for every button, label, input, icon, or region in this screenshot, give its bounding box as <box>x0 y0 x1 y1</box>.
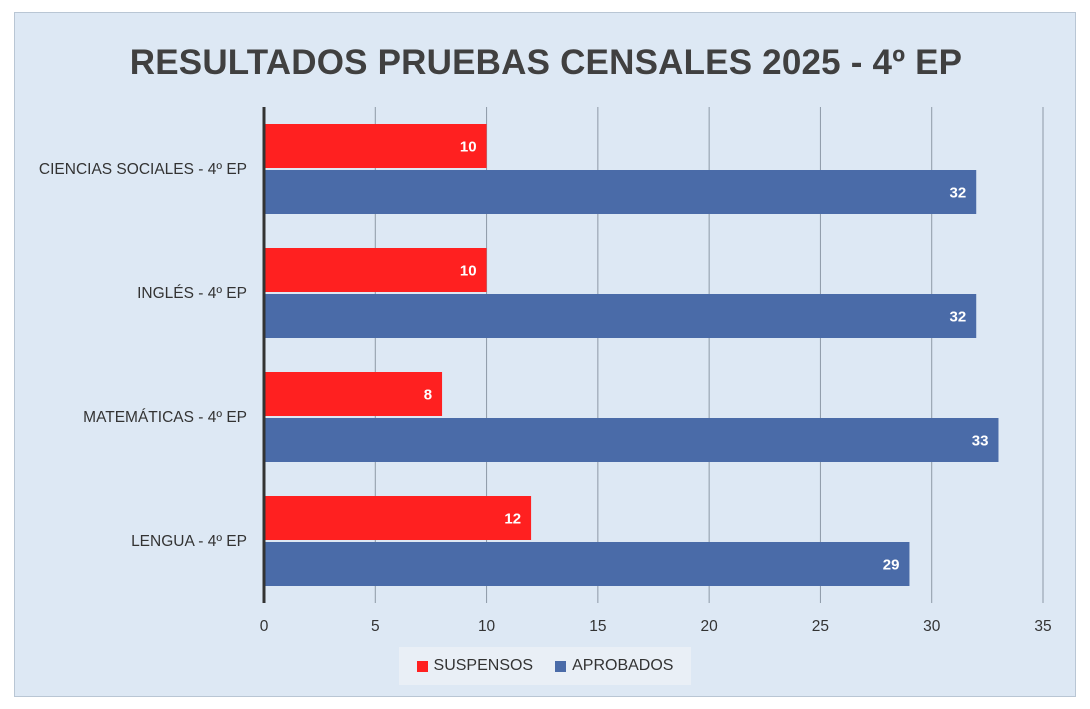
bar-aprobados-inglés <box>264 294 977 338</box>
bar-suspensos-inglés <box>264 248 487 292</box>
x-tick-label-25: 25 <box>812 618 829 635</box>
chart-title: RESULTADOS PRUEBAS CENSALES 2025 - 4º EP <box>129 43 963 82</box>
x-tick-label-20: 20 <box>701 618 719 635</box>
bar-aprobados-ciencias <box>264 170 977 214</box>
data-label-aprobados-inglés: 32 <box>950 309 967 326</box>
x-tick-label-5: 5 <box>371 618 380 635</box>
legend-swatch-aprobados <box>555 660 567 672</box>
data-label-suspensos-inglés: 10 <box>460 263 477 280</box>
data-label-aprobados-matemáticas: 33 <box>972 433 989 450</box>
data-label-suspensos-lengua: 12 <box>504 511 521 528</box>
x-tick-label-10: 10 <box>478 618 496 635</box>
data-label-suspensos-ciencias: 10 <box>460 139 477 156</box>
legend-label-suspensos: SUSPENSOS <box>433 657 534 674</box>
category-label: MATEMÁTICAS - 4º EP <box>83 409 247 426</box>
x-tick-label-30: 30 <box>923 618 941 635</box>
bar-suspensos-ciencias <box>264 124 487 168</box>
legend-item-aprobados: APROBADOS <box>555 657 673 675</box>
legend-label-aprobados: APROBADOS <box>572 657 674 674</box>
x-tick-label-0: 0 <box>260 618 269 635</box>
category-label: LENGUA - 4º EP <box>131 533 247 550</box>
data-label-suspensos-matemáticas: 8 <box>424 387 432 404</box>
legend-item-suspensos: SUSPENSOS <box>416 657 534 675</box>
chart-legend: SUSPENSOS APROBADOS <box>399 647 691 685</box>
legend-swatch-suspensos <box>416 660 428 672</box>
data-label-aprobados-ciencias: 32 <box>950 185 967 202</box>
category-label: INGLÉS - 4º EP <box>137 285 247 302</box>
x-tick-label-15: 15 <box>589 618 606 635</box>
bar-aprobados-lengua <box>264 542 910 586</box>
chart-frame: RESULTADOS PRUEBAS CENSALES 2025 - 4º EP… <box>14 12 1076 697</box>
category-label: CIENCIAS SOCIALES - 4º EP <box>39 161 247 178</box>
bar-suspensos-matemáticas <box>264 372 443 416</box>
bar-aprobados-matemáticas <box>264 418 999 462</box>
bar-suspensos-lengua <box>264 496 532 540</box>
data-label-aprobados-lengua: 29 <box>883 557 900 574</box>
x-tick-label-35: 35 <box>1034 618 1051 635</box>
bar-chart-plot: 0 5 10 15 20 25 30 35 10 32 CIENCIAS SOCIALES - 4º… <box>39 107 1052 635</box>
